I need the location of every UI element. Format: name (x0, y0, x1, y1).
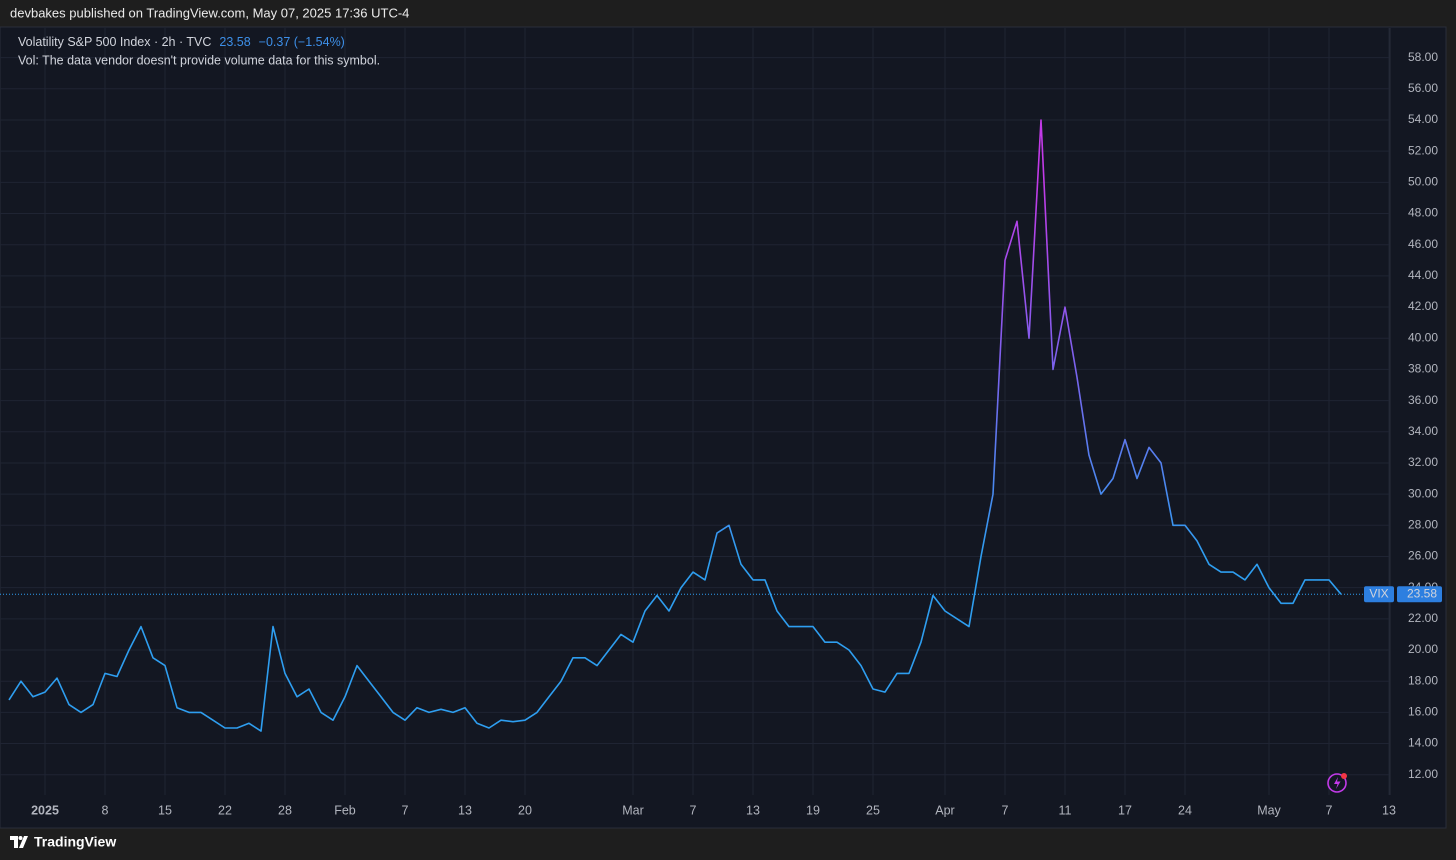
y-tick-label: 32.00 (1408, 455, 1438, 469)
legend: Volatility S&P 500 Index · 2h · TVC 23.58… (18, 35, 345, 49)
x-tick-label: 22 (218, 803, 232, 817)
x-tick-label: 25 (866, 803, 880, 817)
plot (0, 119, 1390, 732)
alert-dot (1341, 773, 1347, 779)
price-line (8, 119, 1342, 732)
y-tick-label: 44.00 (1408, 268, 1438, 282)
last-price-label: 23.58 (1407, 586, 1437, 600)
y-tick-label: 42.00 (1408, 299, 1438, 313)
legend-last-value: 23.58 (219, 35, 250, 49)
x-tick-label: 13 (746, 803, 760, 817)
y-tick-label: 54.00 (1408, 112, 1438, 126)
x-tick-label: Mar (622, 803, 644, 817)
alert-icon[interactable] (1327, 773, 1347, 793)
y-tick-label: 46.00 (1408, 237, 1438, 251)
series-name-label: VIX (1369, 586, 1388, 600)
y-tick-label: 14.00 (1408, 736, 1438, 750)
footer-text: TradingView (34, 834, 116, 850)
x-tick-label: 13 (458, 803, 472, 817)
logo-mark (10, 836, 28, 848)
x-tick-label: 13 (1382, 803, 1396, 817)
x-tick-label: Feb (334, 803, 356, 817)
x-tick-label: 7 (402, 803, 409, 817)
y-tick-label: 58.00 (1408, 50, 1438, 64)
y-tick-label: 20.00 (1408, 642, 1438, 656)
x-tick-label: 28 (278, 803, 292, 817)
y-tick-label: 38.00 (1408, 362, 1438, 376)
y-tick-label: 56.00 (1408, 81, 1438, 95)
y-tick-label: 26.00 (1408, 549, 1438, 563)
y-tick-label: 12.00 (1408, 767, 1438, 781)
y-tick-label: 50.00 (1408, 175, 1438, 189)
x-tick-label: 24 (1178, 803, 1192, 817)
chart-panel (0, 26, 1447, 829)
x-tick-label: 7 (1326, 803, 1333, 817)
y-tick-label: 34.00 (1408, 424, 1438, 438)
x-tick-label: 15 (158, 803, 172, 817)
alert-bolt (1334, 777, 1341, 789)
x-tick-label: Apr (935, 803, 954, 817)
y-tick-label: 36.00 (1408, 393, 1438, 407)
x-tick-label: 7 (690, 803, 697, 817)
x-tick-label: 2025 (31, 803, 59, 817)
x-tick-label: May (1257, 803, 1281, 817)
alert-circle (1327, 773, 1347, 793)
x-tick-label: 17 (1118, 803, 1132, 817)
legend-title: Volatility S&P 500 Index · 2h · TVC (18, 35, 211, 49)
subtitle: Vol: The data vendor doesn't provide vol… (18, 53, 380, 67)
header: devbakes published on TradingView.com, M… (10, 5, 409, 20)
footer-logo: TradingView (10, 834, 116, 850)
legend-change: −0.37 (−1.54%) (259, 35, 345, 49)
y-tick-label: 28.00 (1408, 517, 1438, 531)
last-price-box (1397, 586, 1442, 603)
x-tick-label: 20 (518, 803, 532, 817)
y-tick-label: 22.00 (1408, 611, 1438, 625)
x-tick-label: 11 (1059, 803, 1072, 817)
y-tick-label: 16.00 (1408, 705, 1438, 719)
logo-dot (18, 836, 23, 840)
series-name-box (1364, 586, 1394, 603)
x-tick-label: 19 (806, 803, 820, 817)
y-tick-label: 52.00 (1408, 143, 1438, 157)
y-tick-label: 40.00 (1408, 330, 1438, 344)
y-tick-label: 30.00 (1408, 486, 1438, 500)
x-tick-label: 7 (1002, 803, 1009, 817)
y-tick-label: 18.00 (1408, 673, 1438, 687)
x-tick-label: 8 (102, 803, 109, 817)
y-tick-label: 48.00 (1408, 206, 1438, 220)
grid (0, 28, 1390, 795)
